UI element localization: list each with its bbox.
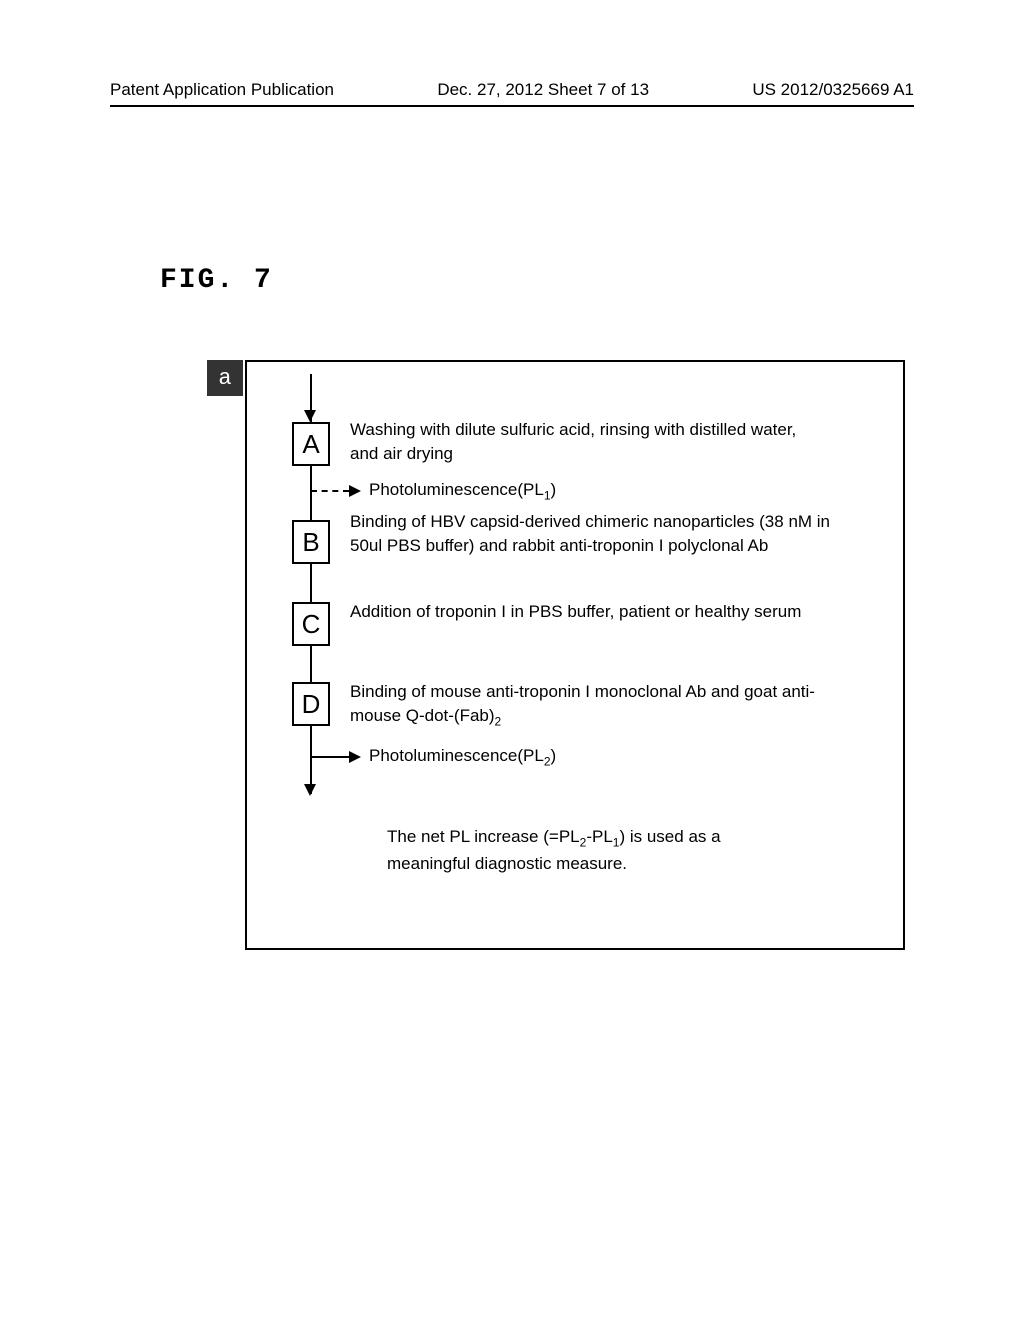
step-text-c: Addition of troponin I in PBS buffer, pa… [350,600,820,624]
step-box-b: B [292,520,330,564]
arrow-down-icon [304,784,316,796]
flowchart: A Washing with dilute sulfuric acid, rin… [292,374,872,934]
step-box-c: C [292,602,330,646]
step-box-a: A [292,422,330,466]
solid-line [311,756,349,758]
pl2-branch: Photoluminescence(PL2) [311,746,556,768]
page-header: Patent Application Publication Dec. 27, … [110,80,914,100]
header-right: US 2012/0325669 A1 [752,80,914,100]
header-rule [110,105,914,107]
step-text-a: Washing with dilute sulfuric acid, rinsi… [350,418,820,466]
pl1-branch: Photoluminescence(PL1) [311,480,556,502]
figure-label: FIG. 7 [160,265,273,296]
header-left: Patent Application Publication [110,80,334,100]
step-box-d: D [292,682,330,726]
step-letter: C [302,609,321,640]
flow-line [310,564,312,602]
arrow-down-icon [304,410,316,422]
pl1-label: Photoluminescence(PL1) [369,480,556,502]
conclusion-text: The net PL increase (=PL2-PL1) is used a… [387,824,807,877]
flow-line [310,646,312,682]
pl2-label: Photoluminescence(PL2) [369,746,556,768]
arrow-right-icon [349,485,361,497]
diagram-frame: a A Washing with dilute sulfuric acid, r… [245,360,905,950]
step-letter: A [302,429,319,460]
step-text-b: Binding of HBV capsid-derived chimeric n… [350,510,840,558]
header-center: Dec. 27, 2012 Sheet 7 of 13 [437,80,649,100]
arrow-right-icon [349,751,361,763]
step-letter: B [302,527,319,558]
step-letter: D [302,689,321,720]
dashed-line [311,490,349,492]
step-text-d: Binding of mouse anti-troponin I monoclo… [350,680,840,730]
panel-a-badge: a [207,360,243,396]
